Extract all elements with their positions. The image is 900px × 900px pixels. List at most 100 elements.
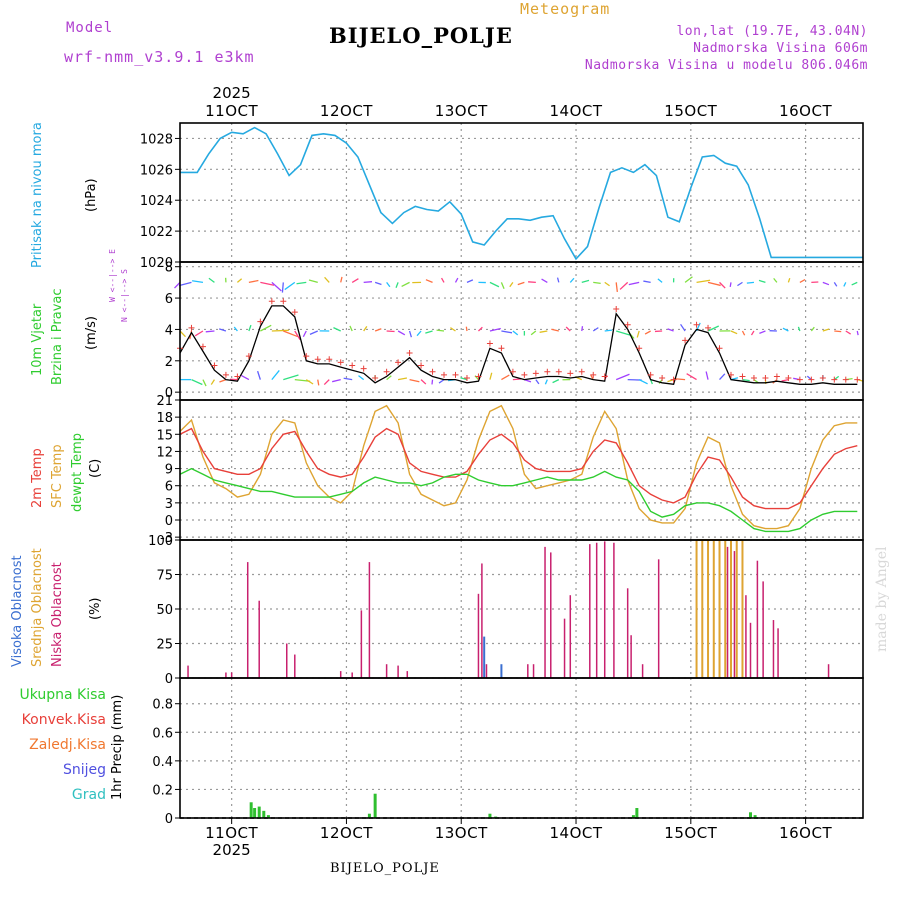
wind-arrow: [309, 330, 319, 335]
wind-arrow: [450, 327, 456, 332]
wind-arrow: [202, 379, 207, 387]
gust-marker: [796, 376, 803, 383]
wind-arrow: [834, 330, 842, 333]
wind-arrow: [686, 373, 697, 381]
wind-arrow: [628, 281, 640, 286]
gust-marker: [854, 376, 861, 383]
wind-arrow: [501, 330, 513, 334]
wind-arrow: [219, 379, 227, 383]
elevation-label: Nadmorska Visina 606m: [693, 41, 868, 56]
y-tick-label: 100: [148, 534, 173, 549]
wind-arrow: [233, 326, 238, 332]
wind-arrow: [684, 276, 693, 283]
gust-marker: [463, 375, 470, 382]
wind-arrow: [284, 281, 296, 291]
gust-marker: [234, 373, 241, 380]
wind-arrow: [773, 277, 778, 283]
gust-marker: [808, 376, 815, 383]
wind-arrow: [308, 279, 318, 284]
gust-marker: [624, 321, 631, 328]
y-tick-label: 3: [165, 497, 173, 512]
wind-arrow: [294, 330, 301, 341]
y-tick-label: 4: [165, 323, 173, 338]
wind-arrow: [604, 281, 610, 287]
x-tick-label-top: 11OCT: [205, 102, 258, 120]
wind-arrow: [460, 377, 468, 381]
gust-marker: [682, 337, 689, 344]
wind-arrow: [806, 375, 812, 381]
gust-marker: [418, 362, 425, 369]
gust-marker: [590, 371, 597, 378]
gust-marker: [360, 365, 367, 372]
precip-bar: [262, 810, 266, 818]
wind-arrow: [489, 327, 501, 332]
precip-bar: [257, 806, 261, 818]
precip-bar: [253, 808, 257, 818]
total-rain-legend: Ukupna Kisa: [19, 687, 106, 703]
wind-arrow: [343, 377, 353, 381]
wind-arrow: [512, 378, 521, 381]
wind-arrow: [408, 330, 413, 338]
y-tick-label: -3: [160, 531, 173, 546]
wind-arrow: [465, 326, 468, 332]
wind-arrow: [191, 280, 204, 284]
wind-arrow: [787, 277, 791, 283]
wind-arrow: [386, 281, 391, 288]
x-tick-label-bottom: 12OCT: [320, 824, 373, 842]
gust-marker: [188, 324, 195, 331]
gust-marker: [773, 373, 780, 380]
gust-marker: [842, 376, 849, 383]
wind-arrow: [283, 374, 299, 381]
x-tick-label-top: 16OCT: [779, 102, 832, 120]
wind-arrow: [241, 375, 250, 381]
gust-marker: [762, 375, 769, 382]
wind-arrow: [833, 282, 838, 287]
gust-marker: [555, 368, 562, 375]
y-tick-label: 1026: [140, 163, 173, 178]
gust-marker: [750, 375, 757, 382]
wind-arrow: [431, 379, 434, 385]
x-tick-label-top: 12OCT: [320, 102, 373, 120]
y-tick-label: 0: [165, 386, 173, 401]
y-tick-label: 2: [165, 355, 173, 370]
model-elevation-label: Nadmorska Visina u modelu 806.046m: [584, 58, 868, 73]
gust-marker: [521, 371, 528, 378]
wind-arrow: [409, 378, 420, 383]
precip-bar: [488, 813, 492, 818]
wind-arrow: [619, 281, 629, 290]
precip-bar: [753, 815, 757, 818]
gust-marker: [785, 375, 792, 382]
gust-marker: [211, 362, 218, 369]
wind-arrow: [719, 373, 726, 381]
wind-arrow: [657, 278, 663, 283]
wind-arrow: [351, 278, 359, 283]
y-tick-label: 0.4: [152, 755, 173, 770]
gust-marker: [280, 298, 287, 305]
conv-rain-legend: Konvek.Kisa: [21, 712, 106, 728]
wind-arrow: [386, 330, 395, 333]
wind-arrow: [856, 330, 859, 336]
gust-marker: [383, 368, 390, 375]
y-tick-label: 50: [156, 603, 173, 618]
wind-arrow: [822, 328, 830, 332]
dewpt-line: [179, 467, 858, 533]
gust-marker: [199, 343, 206, 350]
wind-arrow: [750, 330, 755, 336]
wind-arrow: [296, 281, 307, 285]
gust-marker: [647, 371, 654, 378]
y-tick-label: 18: [156, 411, 173, 426]
wind-arrow: [541, 278, 548, 283]
wind-arrow: [581, 279, 590, 284]
wind-arrow: [556, 277, 560, 283]
wind-arrow: [707, 281, 721, 287]
wind-arrow: [636, 330, 640, 338]
wind-arrow: [552, 379, 560, 384]
gust-marker: [670, 376, 677, 383]
wind-arrow: [205, 330, 215, 333]
gust-marker: [509, 368, 516, 375]
gust-marker: [727, 371, 734, 378]
gust-marker: [567, 370, 574, 377]
wind-arrow: [729, 282, 732, 288]
wind-arrow: [667, 328, 674, 332]
gust-marker: [693, 321, 700, 328]
